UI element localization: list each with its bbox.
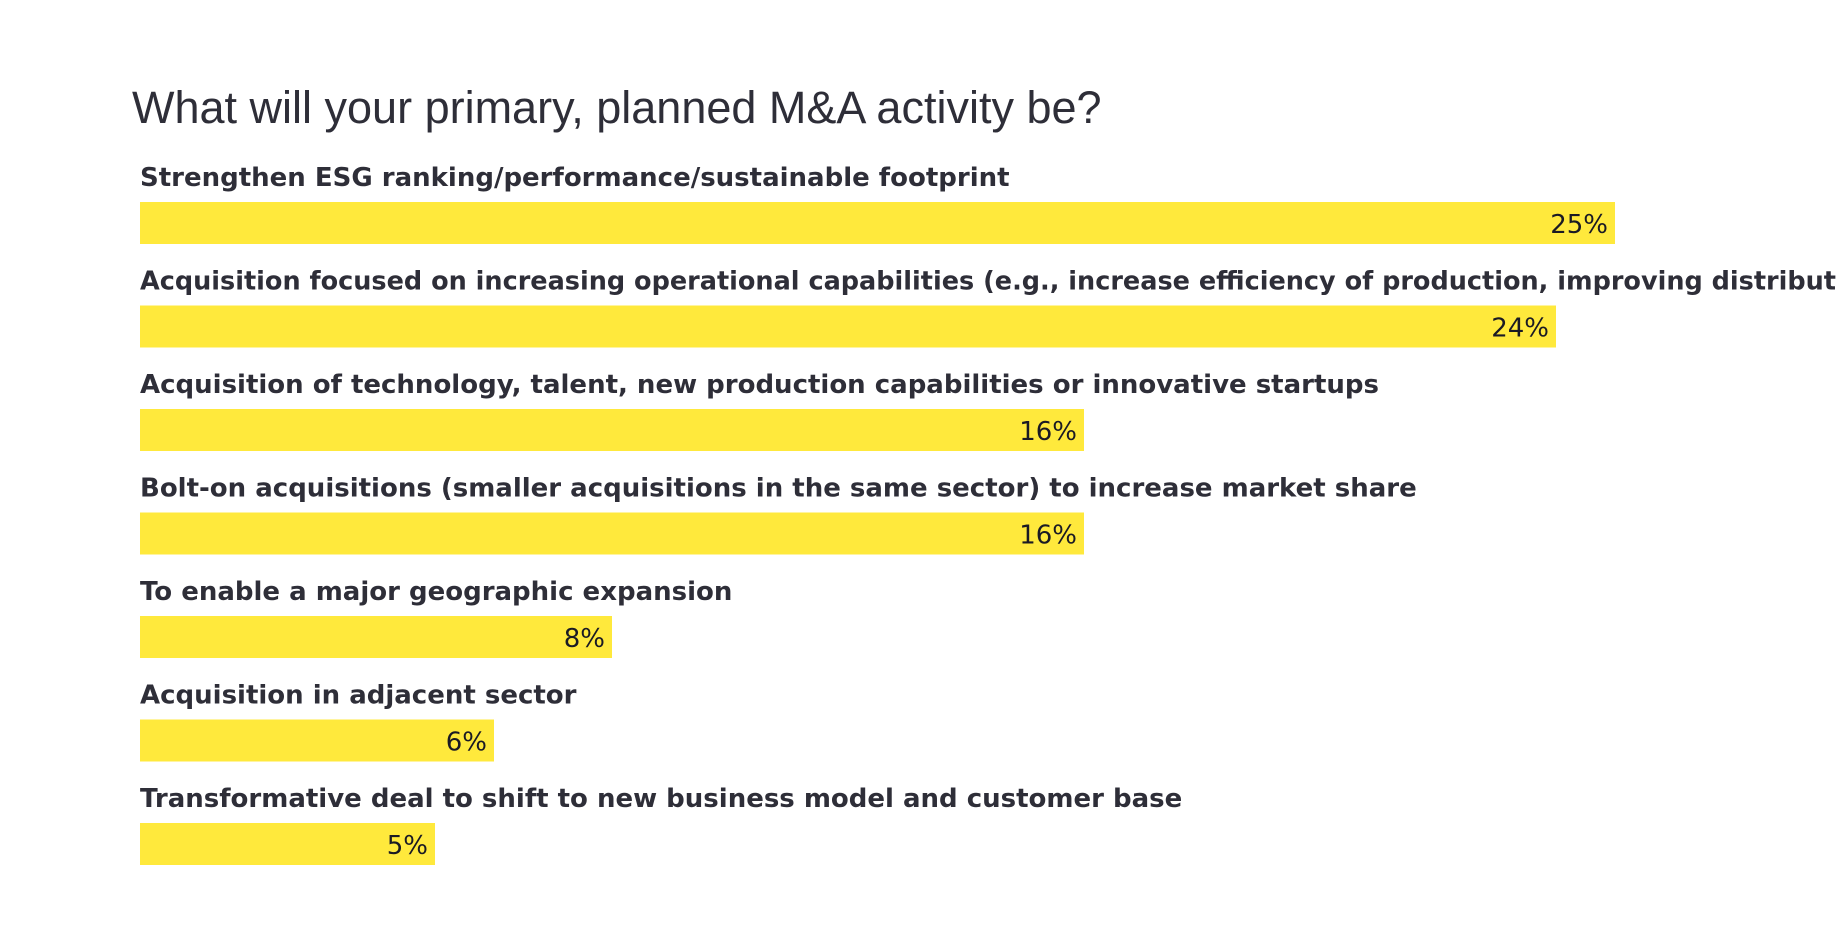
category-label: Transformative deal to shift to new busi… — [140, 784, 1182, 814]
value-label: 24% — [1491, 314, 1549, 344]
bar — [140, 823, 435, 865]
bar — [140, 719, 494, 762]
value-label: 8% — [564, 624, 605, 654]
category-label: Acquisition focused on increasing operat… — [140, 267, 1836, 297]
bar-row: To enable a major geographic expansion 8% — [140, 577, 732, 658]
bar-row: Acquisition in adjacent sector 6% — [140, 681, 577, 762]
category-label: Bolt-on acquisitions (smaller acquisitio… — [140, 474, 1417, 504]
bar — [140, 512, 1084, 555]
value-label: 5% — [387, 831, 428, 861]
category-label: Strengthen ESG ranking/performance/susta… — [140, 163, 1010, 193]
bar-row: Strengthen ESG ranking/performance/susta… — [140, 163, 1615, 244]
category-label: Acquisition of technology, talent, new p… — [140, 370, 1379, 400]
category-label: To enable a major geographic expansion — [140, 577, 732, 607]
chart-title: What will your primary, planned M&A acti… — [132, 82, 1102, 133]
bar-row: Acquisition focused on increasing operat… — [140, 267, 1836, 348]
bar-row: Bolt-on acquisitions (smaller acquisitio… — [140, 474, 1417, 555]
value-label: 16% — [1019, 521, 1077, 551]
bar — [140, 202, 1615, 244]
value-label: 16% — [1019, 417, 1077, 447]
bar-row: Transformative deal to shift to new busi… — [140, 784, 1182, 865]
bar — [140, 409, 1084, 451]
bar — [140, 305, 1556, 348]
value-label: 6% — [446, 728, 487, 758]
bar — [140, 616, 612, 658]
bar-row: Acquisition of technology, talent, new p… — [140, 370, 1379, 451]
value-label: 25% — [1550, 210, 1608, 240]
category-label: Acquisition in adjacent sector — [140, 681, 577, 711]
